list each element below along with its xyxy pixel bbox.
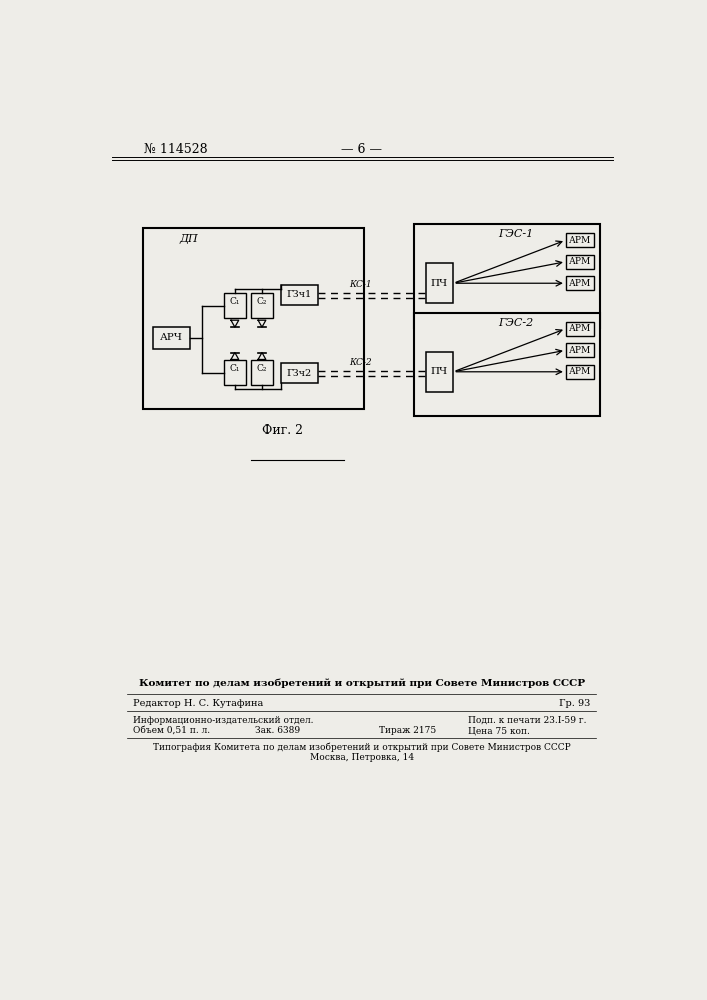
Bar bbox=[143, 228, 363, 409]
Text: ПЧ: ПЧ bbox=[431, 279, 448, 288]
Text: Редактор Н. С. Кутафина: Редактор Н. С. Кутафина bbox=[132, 699, 263, 708]
Text: КС-1: КС-1 bbox=[349, 280, 371, 289]
Bar bbox=[566, 233, 594, 247]
Text: ПЧ: ПЧ bbox=[431, 367, 448, 376]
Text: Зак. 6389: Зак. 6389 bbox=[255, 726, 300, 735]
Bar bbox=[281, 285, 317, 305]
Text: Москва, Петровка, 14: Москва, Петровка, 14 bbox=[310, 753, 414, 762]
Text: C₂: C₂ bbox=[257, 364, 267, 373]
Text: АРМ: АРМ bbox=[568, 236, 591, 245]
Bar bbox=[414, 224, 600, 328]
Text: АРМ: АРМ bbox=[568, 257, 591, 266]
Text: Фиг. 2: Фиг. 2 bbox=[262, 424, 303, 437]
Bar bbox=[224, 360, 246, 385]
Text: Подп. к печати 23.І-59 г.: Подп. к печати 23.І-59 г. bbox=[468, 716, 587, 725]
Bar bbox=[414, 312, 600, 416]
Text: АРМ: АРМ bbox=[568, 367, 591, 376]
Bar bbox=[281, 363, 317, 383]
Bar bbox=[566, 322, 594, 336]
Text: ДП: ДП bbox=[180, 234, 199, 244]
Text: № 114528: № 114528 bbox=[144, 143, 208, 156]
Bar bbox=[566, 255, 594, 269]
Text: АРМ: АРМ bbox=[568, 279, 591, 288]
Text: КС-2: КС-2 bbox=[349, 358, 371, 367]
Text: Цена 75 коп.: Цена 75 коп. bbox=[468, 726, 530, 735]
Bar bbox=[251, 360, 273, 385]
Bar bbox=[566, 343, 594, 357]
Text: ГЗч2: ГЗч2 bbox=[286, 369, 312, 378]
Text: ГЗч1: ГЗч1 bbox=[286, 290, 312, 299]
Text: Типография Комитета по делам изобретений и открытий при Совете Министров СССР: Типография Комитета по делам изобретений… bbox=[153, 743, 571, 752]
Text: АРМ: АРМ bbox=[568, 346, 591, 355]
Text: Тираж 2175: Тираж 2175 bbox=[379, 726, 436, 735]
Bar bbox=[566, 365, 594, 379]
Text: Объем 0,51 п. л.: Объем 0,51 п. л. bbox=[132, 726, 210, 735]
Text: Комитет по делам изобретений и открытий при Совете Министров СССР: Комитет по делам изобретений и открытий … bbox=[139, 679, 585, 688]
Text: — 6 —: — 6 — bbox=[341, 143, 382, 156]
Bar bbox=[153, 327, 190, 349]
Text: ГЭС-2: ГЭС-2 bbox=[498, 318, 534, 328]
Bar bbox=[426, 263, 453, 303]
Bar bbox=[426, 352, 453, 392]
Text: C₁: C₁ bbox=[230, 297, 240, 306]
Text: Гр. 93: Гр. 93 bbox=[559, 699, 590, 708]
Bar bbox=[224, 293, 246, 318]
Text: ГЭС-1: ГЭС-1 bbox=[498, 229, 534, 239]
Text: Информационно-издательский отдел.: Информационно-издательский отдел. bbox=[132, 716, 313, 725]
Bar bbox=[251, 293, 273, 318]
Text: C₂: C₂ bbox=[257, 297, 267, 306]
Bar bbox=[566, 276, 594, 290]
Text: АРЧ: АРЧ bbox=[160, 333, 182, 342]
Text: C₁: C₁ bbox=[230, 364, 240, 373]
Text: АРМ: АРМ bbox=[568, 324, 591, 333]
